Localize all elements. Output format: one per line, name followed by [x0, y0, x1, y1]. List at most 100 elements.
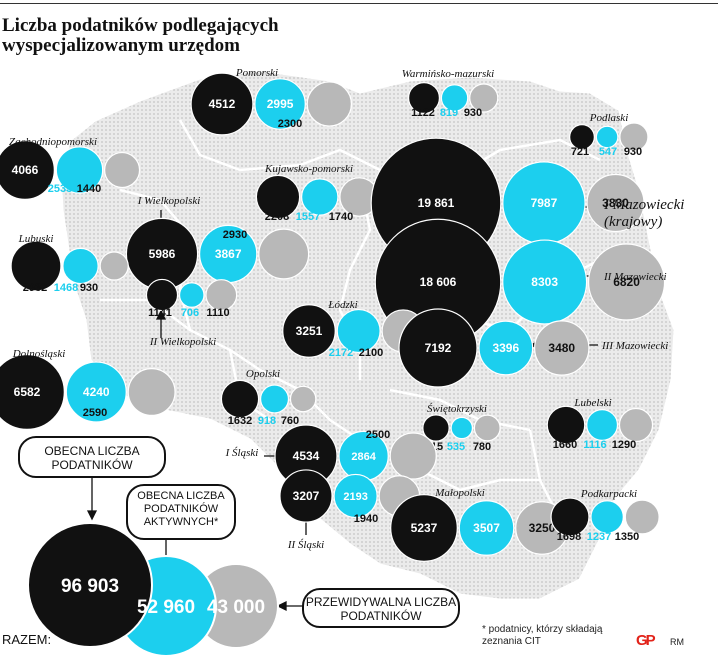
- value-lubuski-forecast: 930: [80, 282, 98, 294]
- name-ii-slaski: II Śląski: [287, 539, 324, 551]
- circle-ii-mazowiecki-forecast: [587, 243, 666, 321]
- value-kujawsko-pomorski-current: 2208: [265, 211, 289, 223]
- footnote: * podatnicy, którzy składają zeznania CI…: [482, 624, 603, 647]
- region-warminsko-mazurski: 1122 819 930 Warmińsko-mazurski: [402, 68, 499, 119]
- total-value-active: 52 960: [137, 597, 195, 618]
- value-lubelski-forecast: 1290: [612, 439, 636, 451]
- circle-lubuski-current: [10, 240, 62, 292]
- value-i-slaski-current: 4534: [293, 449, 320, 463]
- name-malopolski: Małopolski: [434, 487, 485, 499]
- circle-zachodniopomorski-active: [55, 146, 104, 194]
- circle-lodzki-active: [336, 308, 381, 354]
- value-pomorski-forecast: 2300: [278, 118, 302, 130]
- value-lodzki-current: 3251: [296, 324, 323, 338]
- value-swietokrzyski-forecast: 780: [473, 441, 491, 453]
- name-kujawsko-pomorski: Kujawsko-pomorski: [264, 163, 353, 175]
- value-dolnoslaski-forecast: 2590: [83, 407, 107, 419]
- circle-iii-mazowiecki-active: [478, 320, 534, 376]
- value-ii-slaski-forecast: 1940: [354, 513, 378, 525]
- value-iii-mazowiecki-current: 7192: [425, 341, 452, 355]
- name-i-slaski: I Śląski: [225, 447, 259, 459]
- circle-ii-slaski-current: [279, 469, 333, 523]
- circle-lubelski-active: [586, 409, 619, 441]
- value-i-mazowiecki-krajowy-current: 19 861: [418, 196, 455, 210]
- name-i-mazowiecki-krajowy-line-2: (krajowy): [604, 214, 662, 230]
- legend-active-label: OBECNA LICZBA PODATNIKÓW AKTYWNYCH*: [137, 490, 225, 528]
- name-iii-mazowiecki: III Mazowiecki: [601, 340, 668, 352]
- value-zachodniopomorski-current: 4066: [12, 163, 39, 177]
- author-credit: RM: [670, 637, 684, 647]
- total-label: RAZEM:: [2, 632, 52, 647]
- value-i-wielkopolski-active: 3867: [215, 247, 242, 261]
- value-kujawsko-pomorski-forecast: 1740: [329, 211, 353, 223]
- value-podkarpacki-active: 1237: [587, 531, 611, 543]
- circle-podlaski-forecast: [619, 122, 649, 152]
- value-podlaski-forecast: 930: [624, 146, 642, 158]
- value-i-slaski-active: 2864: [351, 451, 376, 463]
- circle-i-wielkopolski-forecast: [258, 228, 310, 280]
- value-pomorski-active: 2995: [267, 97, 294, 111]
- circle-lodzki-current: [282, 304, 336, 358]
- value-ii-wielkopolski-forecast: 1110: [206, 307, 229, 319]
- value-opolski-forecast: 760: [281, 415, 299, 427]
- region-malopolski: 5237 3507 3250 Małopolski: [390, 487, 569, 562]
- circle-lubuski-active: [62, 247, 99, 285]
- circle-dolnoslaski-active: [65, 361, 127, 423]
- value-malopolski-current: 5237: [411, 521, 438, 535]
- value-iii-mazowiecki-active: 3396: [492, 341, 519, 355]
- value-lubuski-current: 2932: [23, 282, 47, 294]
- value-dolnoslaski-active: 4240: [83, 385, 110, 399]
- value-dolnoslaski-current: 6582: [14, 385, 41, 399]
- circle-swietokrzyski-current: [422, 414, 450, 442]
- value-ii-slaski-active: 2193: [343, 491, 367, 503]
- value-lubelski-active: 1116: [583, 439, 606, 451]
- value-ii-mazowiecki-current: 18 606: [420, 275, 457, 289]
- circle-opolski-current: [220, 379, 260, 419]
- value-lubuski-active: 1468: [54, 282, 78, 294]
- circle-malopolski-active: [458, 500, 515, 556]
- name-pomorski: Pomorski: [235, 67, 278, 79]
- value-zachodniopomorski-forecast: 1440: [77, 183, 101, 195]
- total-circle-current: [27, 522, 153, 648]
- circle-dolnoslaski-forecast: [127, 367, 176, 417]
- value-ii-wielkopolski-active: 706: [181, 307, 199, 319]
- value-podlaski-current: 721: [571, 146, 589, 158]
- legend-current-label: OBECNA LICZBA PODATNIKÓW: [44, 444, 140, 472]
- total-value-forecast: 43 000: [207, 597, 265, 618]
- region-opolski: 1632 918 760 Opolski: [220, 368, 317, 427]
- circle-swietokrzyski-active: [450, 416, 474, 440]
- name-zachodniopomorski: Zachodniopomorski: [9, 136, 97, 148]
- circle-warminsko-mazurski-current: [407, 81, 441, 115]
- value-malopolski-forecast: 3250: [529, 521, 556, 535]
- circle-ii-wielkopolski-forecast: [205, 279, 238, 311]
- circle-ii-slaski-active: [333, 473, 378, 519]
- region-zachodniopomorski: 4066 2533 1440 Zachodniopomorski: [0, 136, 141, 200]
- value-pomorski-current: 4512: [209, 97, 236, 111]
- name-ii-mazowiecki: II Mazowiecki: [603, 271, 667, 283]
- circle-podkarpacki-active: [590, 500, 624, 534]
- circle-pomorski-current: [190, 72, 254, 136]
- value-opolski-active: 918: [258, 415, 276, 427]
- circle-zachodniopomorski-forecast: [104, 151, 141, 189]
- region-i-slaski: 4534 2864 2500 I Śląski: [225, 424, 437, 488]
- circle-kujawsko-pomorski-current: [255, 174, 301, 220]
- circle-dolnoslaski-current: [0, 354, 65, 430]
- circle-podkarpacki-current: [550, 497, 590, 537]
- value-podkarpacki-current: 1698: [557, 531, 581, 543]
- circle-warminsko-mazurski-active: [440, 84, 469, 112]
- page-title: Liczba podatników podlegających wyspecja…: [2, 15, 279, 56]
- circle-malopolski-current: [390, 494, 458, 562]
- legend-forecast-label: PRZEWIDYWALNA LICZBA PODATNIKÓW: [305, 595, 457, 623]
- value-iii-mazowiecki-forecast: 3480: [548, 341, 575, 355]
- value-podkarpacki-forecast: 1350: [615, 531, 639, 543]
- legend-active-box: OBECNA LICZBA PODATNIKÓW AKTYWNYCH*: [126, 484, 236, 540]
- value-ii-mazowiecki-forecast: 6820: [613, 275, 640, 289]
- circle-ii-wielkopolski-current: [145, 278, 179, 312]
- value-i-wielkopolski-forecast: 2930: [223, 229, 247, 241]
- value-lubelski-current: 1660: [553, 439, 577, 451]
- name-i-mazowiecki-krajowy: I Mazowiecki (krajowy): [603, 197, 684, 230]
- value-ii-mazowiecki-active: 8303: [531, 275, 558, 289]
- circle-opolski-active: [259, 384, 290, 414]
- top-rule: [0, 3, 718, 4]
